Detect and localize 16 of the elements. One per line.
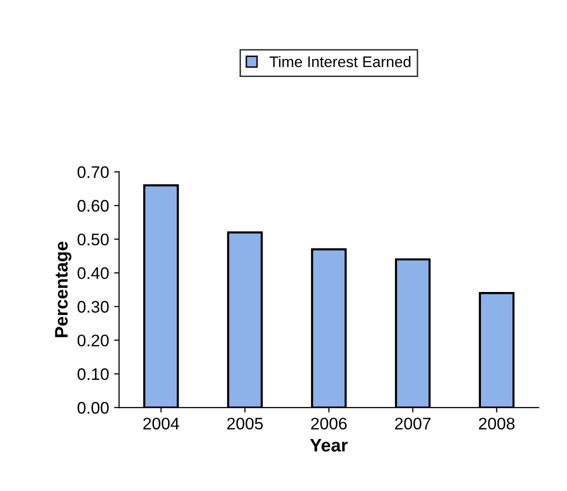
y-tick-label: 0.30 — [78, 300, 109, 313]
y-tick-label: 0.10 — [78, 368, 109, 380]
legend-label: Time Interest Earned — [270, 56, 410, 68]
y-tick-label: 0.20 — [78, 334, 109, 346]
x-tick-label: 2007 — [395, 418, 430, 430]
y-tick-label: 0.40 — [78, 267, 109, 280]
x-tick-label: 2005 — [227, 418, 263, 430]
x-tick-label: 2008 — [478, 418, 515, 430]
x-axis-title: Year — [310, 439, 348, 452]
y-tick-label: 0.00 — [78, 402, 109, 414]
x-tick-label: 2004 — [143, 418, 180, 430]
y-tick-label: 0.60 — [78, 200, 109, 212]
y-axis-title: Percentage — [55, 242, 72, 338]
y-tick-label: 0.50 — [78, 234, 109, 246]
y-tick-label: 0.70 — [78, 166, 109, 178]
x-tick-label: 2006 — [311, 418, 347, 430]
